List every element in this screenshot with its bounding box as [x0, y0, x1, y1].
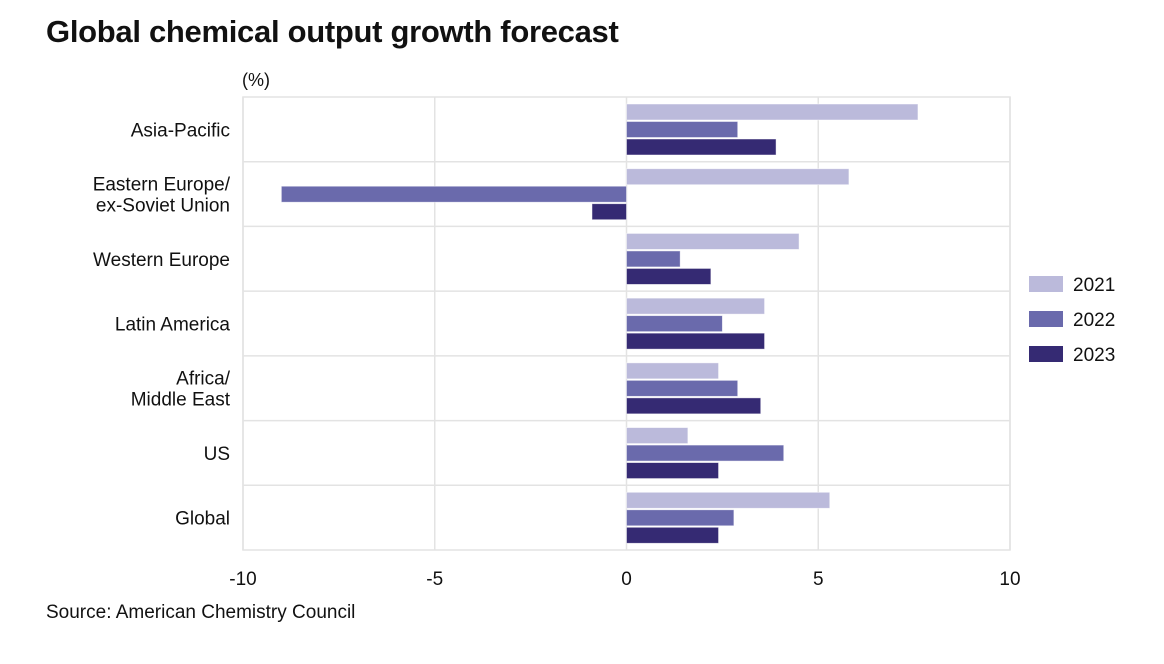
- bar-2022: [626, 444, 785, 462]
- bar-2021: [626, 297, 765, 315]
- bar-2022: [626, 379, 739, 397]
- category-label: Global: [175, 509, 230, 530]
- bar-2022: [626, 315, 723, 333]
- legend-swatch-2021: [1029, 276, 1063, 292]
- bar-2023: [626, 332, 765, 350]
- x-tick-label: 5: [813, 569, 824, 590]
- category-label: Western Europe: [93, 250, 230, 271]
- unit-label: (%): [242, 70, 270, 90]
- category-label: ex-Soviet Union: [96, 196, 230, 217]
- bar-2023: [626, 268, 712, 285]
- x-tick-label: -10: [229, 569, 256, 590]
- bar-2021: [626, 103, 919, 121]
- legend-swatch-2022: [1029, 311, 1063, 327]
- category-label: US: [204, 444, 230, 465]
- bar-2023: [626, 526, 719, 544]
- bar-2022: [626, 509, 735, 527]
- bar-2022: [280, 185, 627, 203]
- bar-2021: [626, 233, 800, 250]
- category-label: Africa/: [176, 369, 231, 390]
- category-label: Latin America: [115, 315, 231, 336]
- category-label: Eastern Europe/: [93, 175, 231, 196]
- legend-label: 2022: [1073, 310, 1115, 331]
- bar-2021: [626, 427, 689, 444]
- source-note: Source: American Chemistry Council: [46, 602, 356, 623]
- x-tick-label: -5: [426, 569, 443, 590]
- bar-2023: [626, 462, 719, 479]
- category-label: Middle East: [131, 390, 231, 411]
- bar-2023: [626, 138, 777, 156]
- chart-title: Global chemical output growth forecast: [46, 14, 619, 49]
- bar-2023: [626, 397, 762, 415]
- category-label: Asia-Pacific: [131, 120, 230, 141]
- bar-2021: [626, 362, 719, 380]
- x-tick-label: 0: [621, 569, 632, 590]
- bar-2022: [626, 250, 681, 268]
- bar-2023: [591, 203, 627, 221]
- bar-2021: [626, 491, 831, 509]
- legend-label: 2021: [1073, 275, 1115, 296]
- x-tick-label: 10: [999, 569, 1020, 590]
- legend-label: 2023: [1073, 345, 1115, 366]
- bar-2021: [626, 168, 850, 186]
- bar-2022: [626, 121, 739, 138]
- legend-swatch-2023: [1029, 346, 1063, 362]
